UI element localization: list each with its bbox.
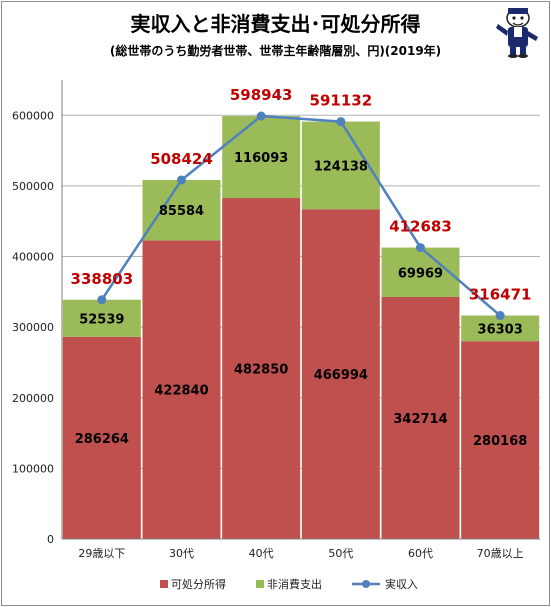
legend-swatch-non-consumption <box>256 580 264 588</box>
legend-label-disposable-income: 可処分所得 <box>171 578 226 591</box>
marker-income <box>495 311 505 321</box>
x-tick-label: 70歳以上 <box>477 547 524 560</box>
bar-disposable-income <box>381 296 460 539</box>
label-income-total: 316471 <box>469 286 532 304</box>
y-tick-label: 400000 <box>12 251 54 264</box>
bar-disposable-income <box>461 341 540 539</box>
bar-non-consumption <box>142 179 221 241</box>
label-disposable-income: 466994 <box>314 368 368 383</box>
legend-swatch-disposable-income <box>160 580 168 588</box>
x-tick-label: 50代 <box>328 547 353 560</box>
legend-marker-income <box>362 580 370 588</box>
label-disposable-income: 280168 <box>473 434 527 449</box>
label-non-consumption: 69969 <box>398 266 443 281</box>
y-tick-label: 100000 <box>12 462 54 475</box>
y-tick-label: 200000 <box>12 392 54 405</box>
label-income-total: 412683 <box>389 218 452 236</box>
x-tick-label: 30代 <box>169 547 194 560</box>
label-income-total: 591132 <box>310 92 373 110</box>
x-tick-label: 29歳以下 <box>78 547 125 560</box>
marker-income <box>416 243 425 253</box>
bar-disposable-income <box>222 198 301 539</box>
y-tick-label: 600000 <box>12 109 54 122</box>
label-income-total: 338803 <box>71 270 134 288</box>
label-disposable-income: 482850 <box>234 363 288 378</box>
y-tick-label: 300000 <box>12 321 54 334</box>
label-disposable-income: 342714 <box>393 412 447 427</box>
x-tick-label: 60代 <box>408 547 433 560</box>
label-disposable-income: 286264 <box>75 432 129 447</box>
label-non-consumption: 116093 <box>234 151 288 166</box>
label-disposable-income: 422840 <box>154 384 208 399</box>
marker-income <box>97 295 107 305</box>
marker-income <box>336 117 346 127</box>
line-income <box>100 114 501 317</box>
legend-label-non-consumption: 非消費支出 <box>267 577 322 591</box>
bar-non-consumption <box>222 116 301 199</box>
label-non-consumption: 36303 <box>478 322 523 337</box>
bar-disposable-income <box>62 336 141 539</box>
marker-income <box>256 111 266 121</box>
mascot-logo <box>496 8 538 58</box>
chart-title: 実収入と非消費支出･可処分所得 <box>130 12 421 36</box>
label-income-total: 598943 <box>230 86 293 104</box>
bar-non-consumption <box>62 299 141 337</box>
y-tick-label: 0 <box>47 533 54 546</box>
label-income-total: 508424 <box>150 150 213 168</box>
legend-label-income: 実収入 <box>385 577 418 591</box>
bar-non-consumption <box>381 247 460 297</box>
chart-subtitle: (総世帯のうち勤労者世帯、世帯主年齢階層別、円)(2019年) <box>109 44 442 58</box>
x-tick-label: 40代 <box>249 547 274 560</box>
bar-non-consumption <box>301 121 380 210</box>
y-tick-label: 500000 <box>12 180 54 193</box>
label-non-consumption: 124138 <box>314 159 368 174</box>
label-non-consumption: 85584 <box>159 204 204 219</box>
label-non-consumption: 52539 <box>79 312 124 327</box>
bar-disposable-income <box>142 240 221 539</box>
marker-income <box>177 175 186 185</box>
bar-disposable-income <box>301 209 380 539</box>
